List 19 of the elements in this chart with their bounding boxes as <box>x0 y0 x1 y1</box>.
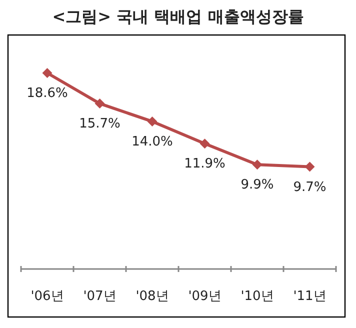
point <box>304 162 315 172</box>
value-label: 18.6% <box>26 86 68 101</box>
value-label: 9.9% <box>240 178 274 193</box>
point <box>42 68 52 78</box>
x-tick-label: '09년 <box>188 289 222 304</box>
x-tick-label: '08년 <box>136 289 169 304</box>
x-tick-label: '07년 <box>83 289 116 304</box>
x-tick-label: '06년 <box>30 289 64 304</box>
point <box>200 138 210 149</box>
point <box>252 160 262 170</box>
point <box>147 116 158 126</box>
title: <그림> 국내 택배업 매출액성장률 <box>52 7 304 26</box>
x-tick-label: '11년 <box>293 289 326 304</box>
value-label: 14.0% <box>132 134 173 150</box>
point <box>94 98 105 109</box>
x-tick-label: '10년 <box>240 289 274 304</box>
value-label: 11.9% <box>184 156 226 172</box>
value-label: 15.7% <box>79 116 120 132</box>
value-label: 9.7% <box>293 180 326 195</box>
